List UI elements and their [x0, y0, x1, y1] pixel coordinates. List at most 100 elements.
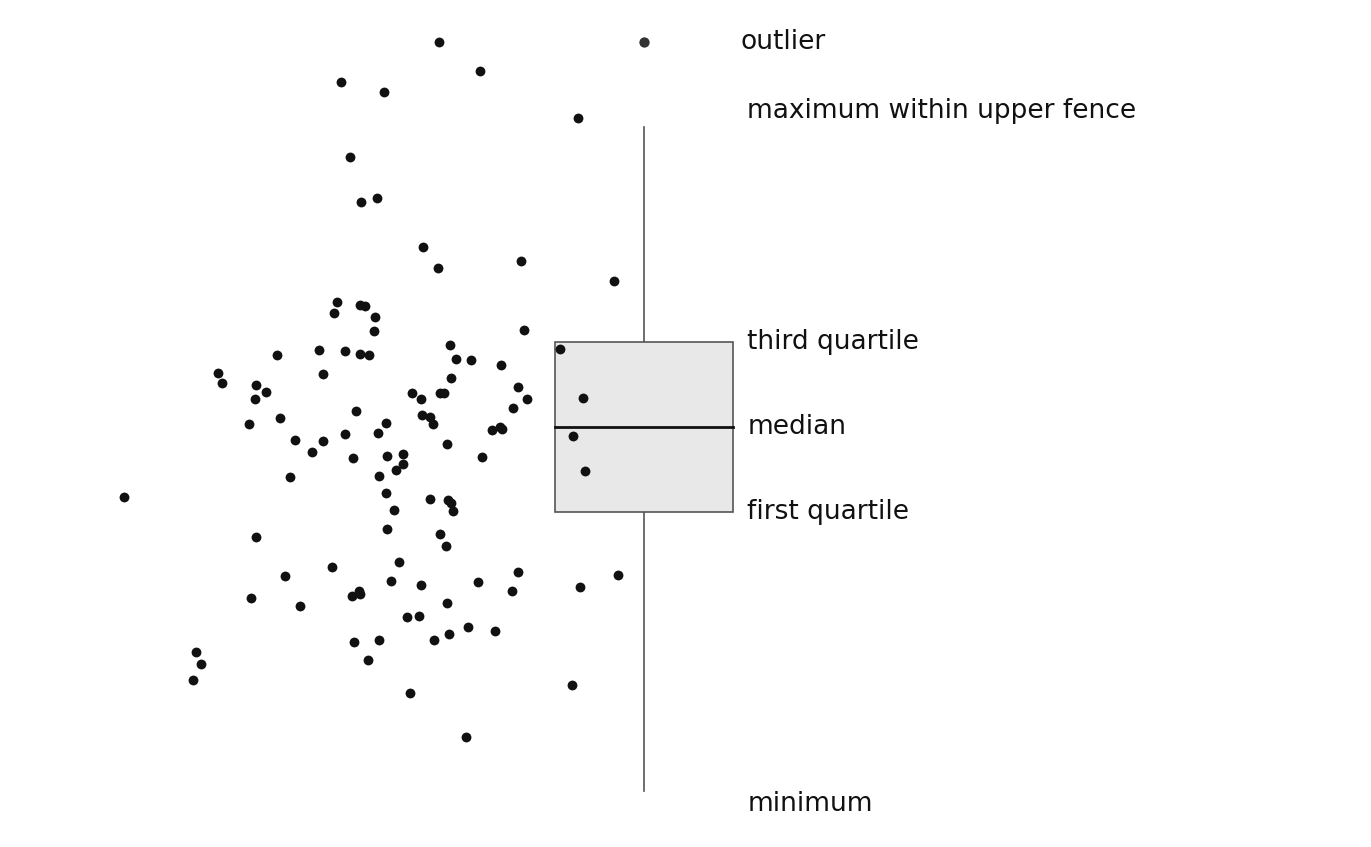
Point — [468, 575, 489, 589]
Point — [274, 570, 296, 584]
Point — [239, 418, 260, 431]
Point — [278, 470, 300, 484]
Point — [366, 191, 388, 205]
Point — [244, 392, 266, 406]
Point — [424, 634, 446, 647]
Point — [441, 505, 463, 518]
Point — [633, 36, 655, 49]
Point — [503, 401, 525, 414]
Point — [308, 343, 330, 357]
Point — [380, 574, 402, 588]
Point — [284, 433, 306, 446]
Point — [335, 344, 356, 357]
Point — [376, 522, 398, 535]
Point — [269, 411, 291, 424]
Point — [420, 410, 441, 424]
Text: minimum: minimum — [747, 790, 873, 817]
Point — [435, 539, 457, 552]
Point — [568, 111, 590, 125]
Point — [373, 85, 395, 98]
Point — [385, 462, 407, 476]
Point — [348, 298, 370, 312]
Point — [185, 645, 207, 659]
Point — [191, 657, 213, 671]
Point — [561, 678, 583, 691]
Point — [344, 635, 366, 649]
Point — [245, 530, 267, 544]
Point — [484, 624, 506, 638]
Point — [440, 338, 462, 352]
Point — [573, 464, 595, 478]
Point — [420, 492, 441, 506]
Point — [374, 486, 396, 500]
Point — [289, 599, 311, 612]
Point — [255, 385, 277, 399]
Point — [472, 451, 494, 464]
Point — [350, 347, 372, 361]
Point — [300, 445, 322, 458]
Point — [358, 654, 380, 667]
Point — [350, 588, 372, 601]
Point — [388, 555, 410, 568]
Point — [491, 423, 513, 436]
Point — [376, 450, 398, 463]
Point — [348, 584, 370, 598]
Point — [506, 380, 528, 394]
Point — [437, 494, 459, 507]
Point — [444, 352, 466, 366]
Point — [240, 591, 262, 605]
Point — [343, 451, 365, 464]
Point — [459, 353, 481, 367]
Point — [428, 36, 450, 49]
Point — [440, 496, 462, 510]
Point — [182, 673, 204, 686]
Point — [469, 64, 491, 77]
Point — [569, 580, 591, 594]
Point — [112, 490, 134, 504]
Point — [500, 584, 522, 597]
Point — [457, 620, 478, 634]
Point — [311, 435, 333, 448]
Point — [607, 568, 629, 582]
Point — [399, 686, 421, 700]
Point — [429, 528, 451, 541]
Point — [369, 633, 391, 646]
Point — [507, 566, 529, 579]
Point — [455, 730, 477, 744]
Point — [374, 417, 396, 430]
Point — [354, 299, 376, 313]
Point — [350, 196, 372, 209]
Point — [400, 386, 422, 400]
Text: third quartile: third quartile — [747, 329, 919, 356]
Point — [345, 405, 367, 418]
Point — [436, 596, 458, 610]
Point — [510, 254, 532, 268]
Point — [339, 150, 361, 163]
Point — [358, 348, 380, 362]
Point — [363, 324, 385, 338]
Bar — [555, 342, 733, 512]
Point — [324, 306, 345, 319]
Point — [335, 427, 356, 440]
Point — [367, 426, 389, 440]
Point — [489, 420, 511, 434]
Point — [266, 349, 288, 363]
Point — [572, 391, 594, 405]
Point — [562, 429, 584, 442]
Point — [367, 469, 389, 483]
Point — [326, 296, 348, 309]
Point — [407, 609, 429, 623]
Point — [365, 310, 387, 324]
Point — [422, 418, 444, 431]
Text: median: median — [747, 414, 846, 440]
Point — [429, 386, 451, 400]
Point — [413, 241, 435, 254]
Point — [392, 447, 414, 461]
Point — [410, 392, 432, 406]
Point — [411, 408, 433, 422]
Point — [392, 457, 414, 471]
Point — [321, 560, 343, 573]
Text: outlier: outlier — [740, 30, 825, 55]
Point — [313, 367, 335, 380]
Text: first quartile: first quartile — [747, 499, 909, 525]
